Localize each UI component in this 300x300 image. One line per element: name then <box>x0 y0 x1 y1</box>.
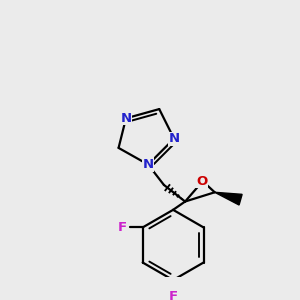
Text: F: F <box>118 221 127 234</box>
Text: N: N <box>142 158 154 171</box>
Text: N: N <box>169 132 180 145</box>
Text: N: N <box>120 112 131 125</box>
Text: F: F <box>169 290 178 300</box>
Polygon shape <box>215 192 242 205</box>
Text: O: O <box>196 175 207 188</box>
